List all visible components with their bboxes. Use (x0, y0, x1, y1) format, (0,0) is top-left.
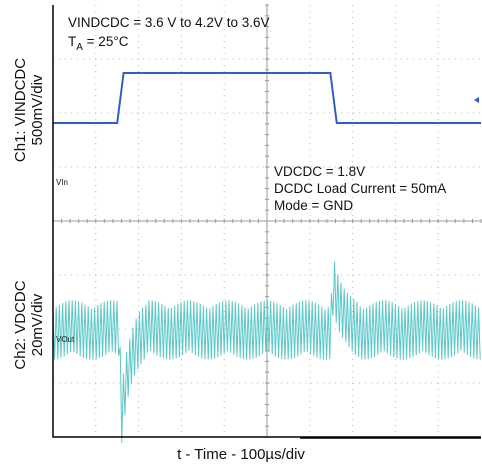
ch2-trace-label: VOut (56, 335, 75, 344)
ch1-axis-label: Ch1: VINDCDC 500mV/div (4, 15, 54, 205)
trigger-marker (474, 97, 479, 103)
ch1-scale: 500mV/div (29, 74, 46, 146)
annotation-load-current: DCDC Load Current = 50mA (274, 181, 446, 196)
grid (52, 4, 482, 438)
annotation-vdcdc: VDCDC = 1.8V (274, 164, 365, 179)
annotation-vin-range: VINDCDC = 3.6 V to 4.2V to 3.6V (68, 15, 269, 30)
x-axis-label: t - Time - 100µs/div (177, 446, 305, 463)
annotation-mode: Mode = GND (274, 198, 353, 213)
ch2-axis-label: Ch2: VDCDC 20mV/div (4, 225, 54, 425)
ch2-trace (52, 261, 481, 443)
annotation-temperature: TA = 25°C (68, 34, 129, 53)
ch1-trace-label: VIn (56, 178, 68, 187)
plot-frame (52, 5, 481, 438)
ch2-name: Ch2: VDCDC (12, 280, 29, 370)
ch2-scale: 20mV/div (29, 293, 46, 357)
ch1-name: Ch1: VINDCDC (12, 57, 29, 163)
ch1-trace (53, 72, 481, 124)
